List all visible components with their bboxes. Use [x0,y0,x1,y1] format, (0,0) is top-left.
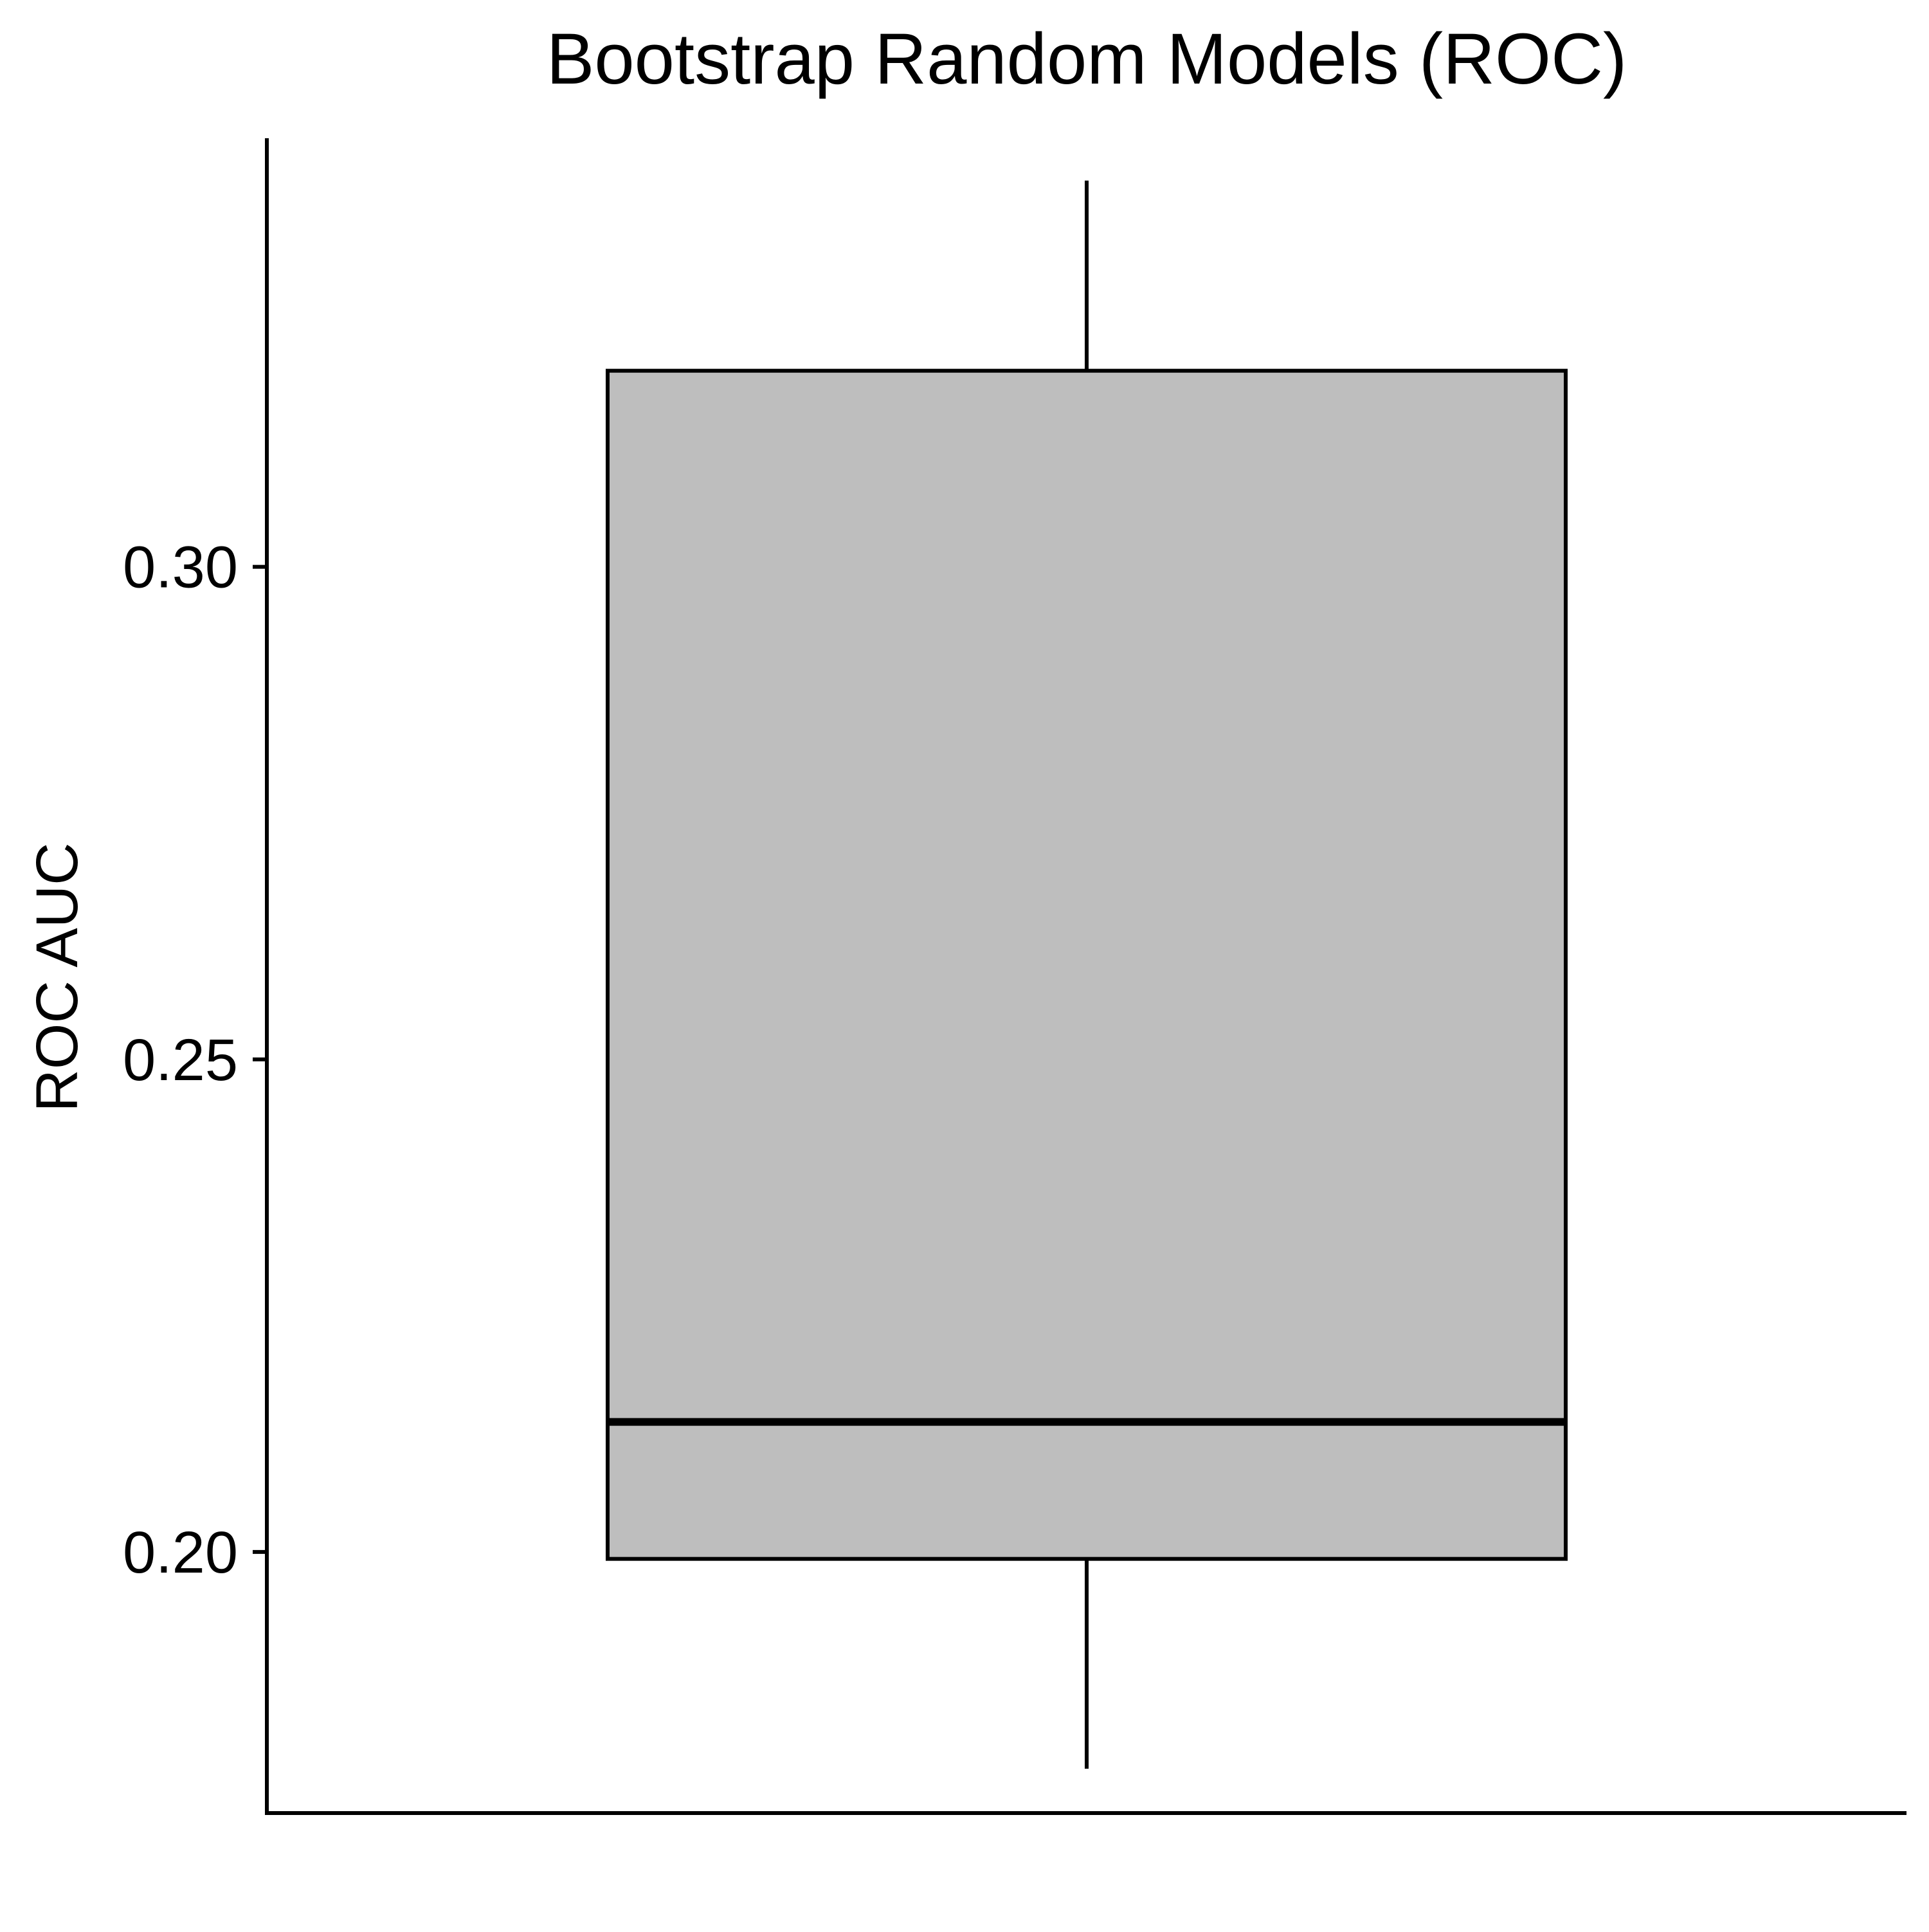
y-axis-label: ROC AUC [24,842,90,1112]
axes [265,138,1906,1815]
y-tick-label: 0.25 [123,1027,238,1093]
y-axis-ticks: 0.20 0.25 0.30 [123,535,267,1585]
y-tick-label: 0.20 [123,1520,238,1585]
y-tick-label: 0.30 [123,535,238,600]
chart-title: Bootstrap Random Models (ROC) [547,19,1627,99]
box-plot [606,180,1568,1769]
iqr-box [606,368,1568,1561]
